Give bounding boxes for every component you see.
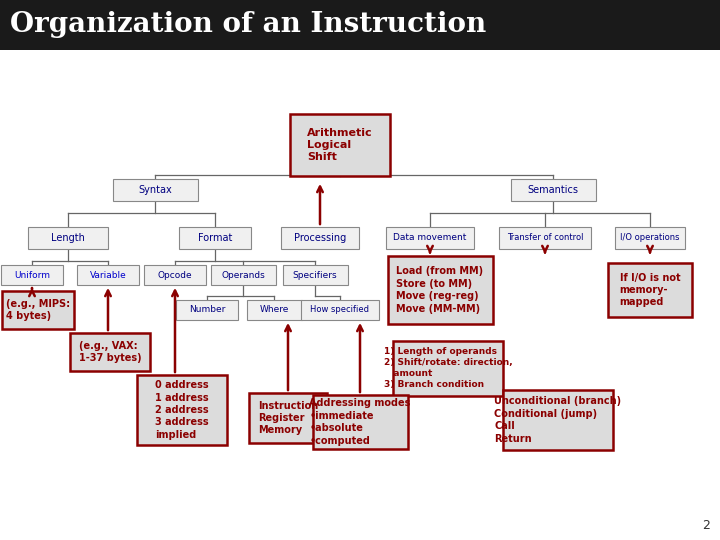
Bar xyxy=(282,265,348,285)
Text: 2: 2 xyxy=(702,519,710,532)
Text: 1) Length of operands
2) Shift/rotate: direction,
   amount
3) Branch condition: 1) Length of operands 2) Shift/rotate: d… xyxy=(384,347,513,389)
Bar xyxy=(510,179,595,201)
Text: Organization of an Instruction: Organization of an Instruction xyxy=(10,11,486,38)
Bar xyxy=(393,341,503,395)
Text: How specified: How specified xyxy=(310,306,369,314)
Text: Variable: Variable xyxy=(89,271,127,280)
Bar xyxy=(503,390,613,450)
Bar xyxy=(301,300,379,320)
Text: Arithmetic
Logical
Shift: Arithmetic Logical Shift xyxy=(307,127,373,163)
Text: Unconditional (branch)
Conditional (jump)
Call
Return: Unconditional (branch) Conditional (jump… xyxy=(495,396,621,443)
Bar xyxy=(179,227,251,249)
Bar xyxy=(137,375,227,445)
Bar xyxy=(608,263,692,317)
Text: Data movement: Data movement xyxy=(393,233,467,242)
Text: I/O operations: I/O operations xyxy=(620,233,680,242)
Text: Length: Length xyxy=(51,233,85,243)
Bar xyxy=(77,265,139,285)
Text: Addressing modes
•immediate
•absolute
•computed: Addressing modes •immediate •absolute •c… xyxy=(310,399,410,445)
Bar xyxy=(144,265,206,285)
Text: Instruction
Register
Memory: Instruction Register Memory xyxy=(258,401,318,435)
Bar xyxy=(1,265,63,285)
Bar xyxy=(281,227,359,249)
Bar xyxy=(28,227,108,249)
Bar xyxy=(2,291,74,329)
Bar xyxy=(387,256,492,324)
Text: Opcode: Opcode xyxy=(158,271,192,280)
Bar xyxy=(386,227,474,249)
Bar xyxy=(0,0,720,50)
Bar xyxy=(246,300,302,320)
Text: Number: Number xyxy=(189,306,225,314)
Text: Processing: Processing xyxy=(294,233,346,243)
Bar xyxy=(176,300,238,320)
Text: Semantics: Semantics xyxy=(528,185,578,195)
Bar xyxy=(112,179,197,201)
Text: Format: Format xyxy=(198,233,232,243)
Text: Specifiers: Specifiers xyxy=(293,271,337,280)
Text: 0 address
1 address
2 address
3 address
implied: 0 address 1 address 2 address 3 address … xyxy=(156,380,209,440)
Text: Operands: Operands xyxy=(221,271,265,280)
Text: Syntax: Syntax xyxy=(138,185,172,195)
Bar xyxy=(312,395,408,449)
Bar xyxy=(499,227,591,249)
Bar xyxy=(210,265,276,285)
Bar xyxy=(70,333,150,371)
Text: Where: Where xyxy=(259,306,289,314)
Bar xyxy=(249,393,327,443)
Text: Uniform: Uniform xyxy=(14,271,50,280)
Bar xyxy=(290,114,390,176)
Text: Transfer of control: Transfer of control xyxy=(507,233,583,242)
Text: (e.g., VAX:
1-37 bytes): (e.g., VAX: 1-37 bytes) xyxy=(78,341,141,363)
Text: (e.g., MIPS:
4 bytes): (e.g., MIPS: 4 bytes) xyxy=(6,299,70,321)
Text: If I/O is not
memory-
mapped: If I/O is not memory- mapped xyxy=(620,273,680,307)
Bar xyxy=(615,227,685,249)
Text: Load (from MM)
Store (to MM)
Move (reg-reg)
Move (MM-MM): Load (from MM) Store (to MM) Move (reg-r… xyxy=(397,266,484,314)
